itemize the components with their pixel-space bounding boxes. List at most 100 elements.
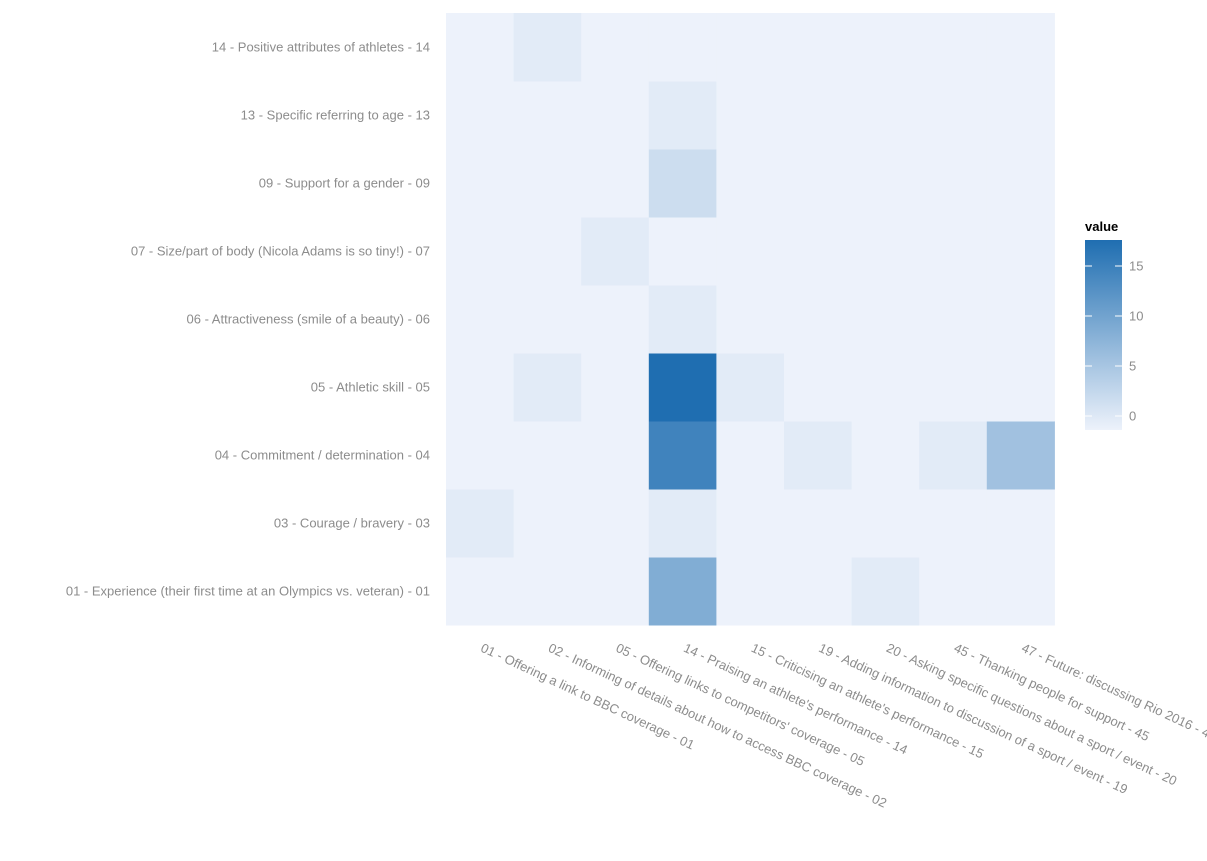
heatmap-cell — [919, 557, 988, 626]
heatmap-cell — [986, 421, 1055, 490]
heatmap-cell — [581, 421, 650, 490]
heatmap-cell — [851, 13, 920, 82]
heatmap-cell — [784, 285, 853, 354]
heatmap-cell — [919, 81, 988, 150]
heatmap-cell — [581, 81, 650, 150]
heatmap-cell — [446, 149, 515, 218]
x-tick-label: 20 - Asking specific questions about a s… — [884, 640, 1179, 788]
heatmap-cell — [513, 81, 582, 150]
heatmap-cell — [648, 557, 717, 626]
heatmap-cell — [446, 217, 515, 286]
heatmap-cell — [919, 489, 988, 558]
y-tick-label: 14 - Positive attributes of athletes - 1… — [212, 40, 430, 55]
heatmap-cell — [784, 489, 853, 558]
heatmap-cell — [919, 217, 988, 286]
heatmap-cell — [446, 81, 515, 150]
heatmap-cell — [446, 557, 515, 626]
heatmap-cell — [919, 285, 988, 354]
heatmap-cell — [716, 217, 785, 286]
heatmap-cell — [648, 353, 717, 422]
heatmap-cell — [716, 353, 785, 422]
heatmap-cell — [513, 149, 582, 218]
heatmap-cell — [784, 217, 853, 286]
legend-title: value — [1085, 219, 1118, 234]
heatmap-cell — [784, 557, 853, 626]
heatmap-cell — [716, 421, 785, 490]
heatmap-cell — [648, 489, 717, 558]
heatmap-cell — [716, 81, 785, 150]
heatmap-cell — [851, 217, 920, 286]
heatmap-cell — [446, 489, 515, 558]
heatmap-cell — [581, 13, 650, 82]
heatmap-cell — [784, 421, 853, 490]
heatmap-cell — [986, 489, 1055, 558]
heatmap-cell — [716, 149, 785, 218]
heatmap-cell — [986, 81, 1055, 150]
heatmap-cell — [851, 149, 920, 218]
y-tick-label: 09 - Support for a gender - 09 — [259, 176, 430, 191]
heatmap-cell — [851, 285, 920, 354]
legend-tick-label: 0 — [1129, 409, 1136, 424]
heatmap-cell — [581, 217, 650, 286]
heatmap-cell — [919, 13, 988, 82]
heatmap-cell — [716, 285, 785, 354]
y-tick-label: 01 - Experience (their first time at an … — [66, 584, 430, 599]
heatmap-cell — [784, 13, 853, 82]
heatmap-cell — [513, 285, 582, 354]
heatmap-cell — [648, 421, 717, 490]
heatmap-cell — [919, 421, 988, 490]
heatmap-cell — [986, 13, 1055, 82]
heatmap-cell — [446, 13, 515, 82]
legend-tick-label: 10 — [1129, 309, 1143, 324]
heatmap-cell — [648, 81, 717, 150]
heatmap-cell — [919, 353, 988, 422]
y-tick-label: 13 - Specific referring to age - 13 — [241, 108, 430, 123]
heatmap-cell — [919, 149, 988, 218]
heatmap-cell — [851, 489, 920, 558]
x-axis-labels: 01 - Offering a link to BBC coverage - 0… — [479, 640, 1207, 811]
heatmap-cell — [446, 421, 515, 490]
heatmap-cell — [446, 285, 515, 354]
legend-tick-label: 15 — [1129, 259, 1143, 274]
heatmap-cell — [716, 13, 785, 82]
heatmap-cell — [581, 557, 650, 626]
heatmap-cell — [446, 353, 515, 422]
heatmap-cell — [851, 81, 920, 150]
heatmap-cell — [784, 149, 853, 218]
heatmap-cell — [648, 217, 717, 286]
heatmap-cell — [513, 13, 582, 82]
heatmap-cell — [648, 285, 717, 354]
heatmap-cell — [513, 421, 582, 490]
heatmap-cell — [851, 421, 920, 490]
y-axis-labels: 01 - Experience (their first time at an … — [66, 40, 430, 599]
heatmap-cell — [648, 13, 717, 82]
y-tick-label: 03 - Courage / bravery - 03 — [274, 516, 430, 531]
y-tick-label: 06 - Attractiveness (smile of a beauty) … — [187, 312, 431, 327]
heatmap-cell — [581, 285, 650, 354]
heatmap-cell — [784, 353, 853, 422]
heatmap-cell — [581, 489, 650, 558]
legend-ticks: 0 5 10 15 — [1085, 259, 1143, 424]
heatmap-cell — [513, 353, 582, 422]
heatmap-cell — [784, 81, 853, 150]
heatmap-cell — [581, 353, 650, 422]
y-tick-label: 04 - Commitment / determination - 04 — [215, 448, 430, 463]
heatmap-cell — [851, 557, 920, 626]
legend: value 0 5 10 15 — [1085, 219, 1143, 430]
heatmap-cell — [851, 353, 920, 422]
y-tick-label: 07 - Size/part of body (Nicola Adams is … — [131, 244, 430, 259]
heatmap-cell — [513, 489, 582, 558]
heatmap-cell — [986, 353, 1055, 422]
legend-colorbar — [1085, 240, 1122, 430]
heatmap-cell — [648, 149, 717, 218]
legend-tick-label: 5 — [1129, 359, 1136, 374]
heatmap-cell — [716, 489, 785, 558]
heatmap-cell — [513, 557, 582, 626]
heatmap-cell — [986, 285, 1055, 354]
heatmap-cell — [716, 557, 785, 626]
heatmap-cell — [986, 557, 1055, 626]
heatmap-cells — [446, 13, 1055, 626]
heatmap-cell — [986, 217, 1055, 286]
y-tick-label: 05 - Athletic skill - 05 — [311, 380, 430, 395]
